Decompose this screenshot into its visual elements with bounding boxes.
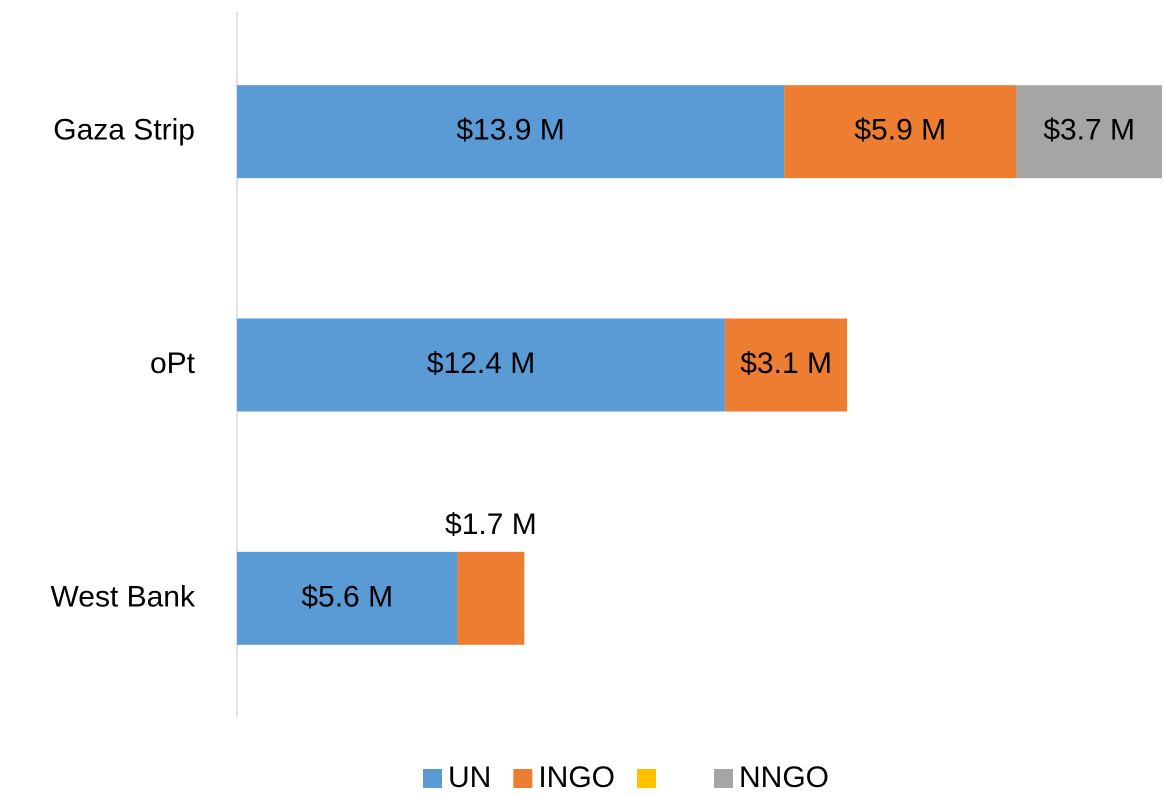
legend-swatch bbox=[637, 769, 657, 788]
data-label: $5.6 M bbox=[301, 580, 393, 613]
legend-label: UN bbox=[448, 761, 491, 794]
bar-segment bbox=[237, 551, 458, 645]
bar-segment bbox=[784, 85, 1017, 179]
bar-segment bbox=[725, 318, 848, 412]
bar-segment bbox=[237, 318, 726, 412]
legend-swatch bbox=[714, 769, 734, 788]
legend-swatch bbox=[422, 769, 442, 788]
data-label: $3.7 M bbox=[1043, 114, 1135, 147]
legend-label: NNGO bbox=[739, 761, 829, 794]
category-label: West Bank bbox=[50, 580, 196, 613]
legend-label: INGO bbox=[538, 761, 615, 794]
data-label: $3.1 M bbox=[740, 347, 832, 380]
category-label: Gaza Strip bbox=[53, 114, 195, 147]
data-label: $12.4 M bbox=[427, 347, 535, 380]
data-label: $13.9 M bbox=[456, 114, 564, 147]
category-label: oPt bbox=[150, 347, 196, 380]
bar-segment bbox=[237, 85, 785, 179]
bar-segment bbox=[457, 551, 525, 645]
legend-swatch bbox=[513, 769, 533, 788]
data-label: $5.9 M bbox=[854, 114, 946, 147]
bar-segment bbox=[1016, 85, 1162, 179]
data-label: $1.7 M bbox=[445, 508, 537, 541]
